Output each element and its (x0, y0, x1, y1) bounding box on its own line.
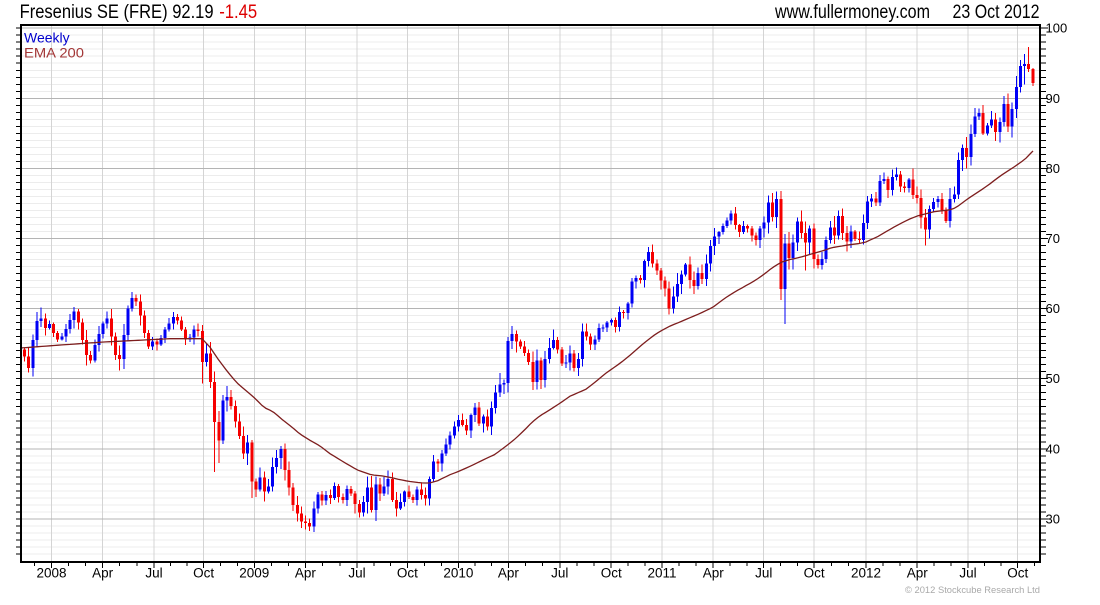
svg-text:90: 90 (1046, 91, 1060, 106)
svg-text:Oct: Oct (1007, 565, 1028, 580)
svg-text:60: 60 (1046, 301, 1060, 316)
svg-text:-1.45: -1.45 (219, 2, 257, 23)
svg-text:© 2012 Stockcube Research Ltd: © 2012 Stockcube Research Ltd (905, 585, 1040, 596)
svg-text:Jul: Jul (145, 565, 162, 580)
svg-text:www.fullermoney.com: www.fullermoney.com (774, 2, 930, 23)
svg-text:70: 70 (1046, 231, 1060, 246)
svg-text:Oct: Oct (804, 565, 825, 580)
svg-text:50: 50 (1046, 371, 1060, 386)
svg-text:Jul: Jul (959, 565, 976, 580)
svg-text:Jul: Jul (348, 565, 365, 580)
svg-text:Oct: Oct (397, 565, 418, 580)
svg-text:23 Oct 2012: 23 Oct 2012 (953, 2, 1040, 23)
svg-text:Oct: Oct (601, 565, 622, 580)
svg-text:80: 80 (1046, 161, 1060, 176)
svg-text:Apr: Apr (498, 565, 520, 580)
svg-text:2008: 2008 (36, 565, 66, 580)
svg-text:2011: 2011 (647, 565, 676, 580)
svg-text:Jul: Jul (551, 565, 568, 580)
svg-text:Fresenius SE (FRE) 92.19: Fresenius SE (FRE) 92.19 (20, 2, 214, 23)
svg-text:2012: 2012 (851, 565, 881, 580)
svg-text:Weekly: Weekly (24, 30, 70, 46)
svg-text:30: 30 (1046, 511, 1060, 526)
svg-text:Apr: Apr (907, 565, 929, 580)
svg-text:Apr: Apr (703, 565, 725, 580)
svg-text:Apr: Apr (92, 565, 114, 580)
svg-text:40: 40 (1046, 441, 1060, 456)
svg-text:100: 100 (1046, 21, 1068, 36)
svg-text:Oct: Oct (193, 565, 214, 580)
svg-text:2010: 2010 (443, 565, 473, 580)
svg-text:2009: 2009 (239, 565, 269, 580)
svg-text:Apr: Apr (295, 565, 317, 580)
svg-text:Jul: Jul (755, 565, 772, 580)
svg-text:EMA 200: EMA 200 (24, 45, 84, 61)
